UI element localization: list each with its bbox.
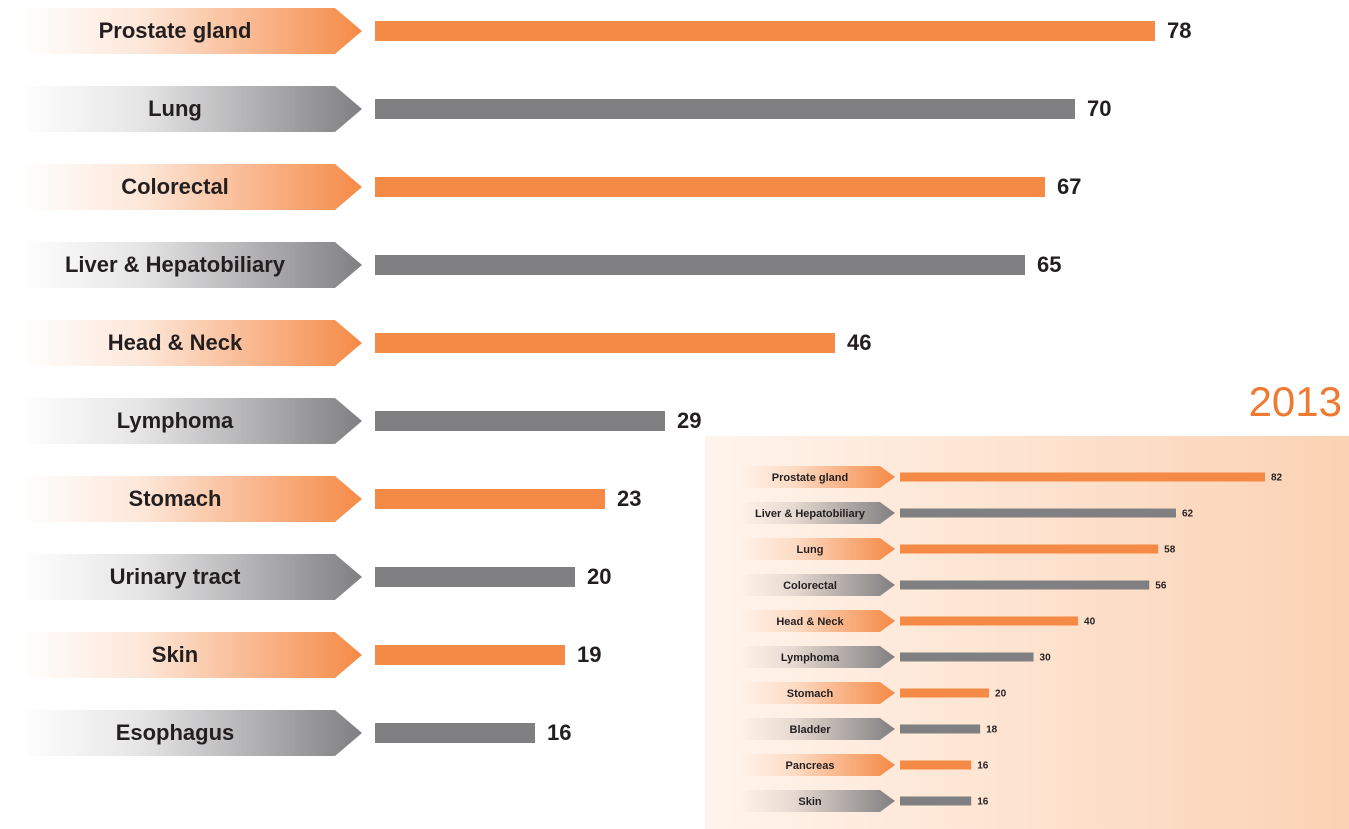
bar [375,567,575,587]
category-label: Pancreas [786,760,835,772]
category-label: Prostate gland [99,18,252,43]
category-label: Lymphoma [781,652,840,664]
value-label: 19 [577,642,601,667]
value-label: 40 [1084,617,1096,628]
label-tab [20,86,362,132]
value-label: 70 [1087,96,1111,121]
value-label: 23 [617,486,641,511]
bar [375,411,665,431]
category-label: Colorectal [121,174,229,199]
category-label: Esophagus [116,720,235,745]
category-label: Stomach [787,688,834,700]
label-tab [740,682,895,704]
bar [900,652,1034,662]
category-label: Head & Neck [776,616,844,628]
label-tab [20,398,362,444]
label-tab [20,476,362,522]
bar [900,688,990,698]
value-label: 62 [1182,509,1194,520]
label-tab [740,466,895,488]
label-tab [20,710,362,756]
label-tab [20,164,362,210]
bar [900,796,972,806]
bar [900,544,1159,554]
value-label: 82 [1271,473,1283,484]
value-label: 16 [977,797,989,808]
inset-title: 2013 [1249,378,1342,425]
category-label: Lymphoma [117,408,234,433]
label-tab [740,718,895,740]
bar [375,21,1155,41]
label-tab [20,8,362,54]
value-label: 30 [1040,653,1052,664]
bar [375,489,605,509]
bar [375,645,565,665]
category-label: Colorectal [783,580,837,592]
category-label: Skin [152,642,198,667]
value-label: 20 [995,689,1007,700]
label-tab [740,502,895,524]
bar [900,724,981,734]
category-label: Head & Neck [108,330,243,355]
bar [900,580,1150,590]
value-label: 65 [1037,252,1061,277]
bar [375,333,835,353]
label-tab [20,554,362,600]
value-label: 20 [587,564,611,589]
label-tab [740,754,895,776]
bar [900,616,1079,626]
label-tab [740,538,895,560]
bar [375,177,1045,197]
value-label: 56 [1155,581,1167,592]
bar [375,99,1075,119]
value-label: 67 [1057,174,1081,199]
bar [375,723,535,743]
label-tab [20,320,362,366]
value-label: 16 [547,720,571,745]
value-label: 46 [847,330,871,355]
label-tab [740,790,895,812]
label-tab [740,574,895,596]
bar [900,508,1176,518]
value-label: 58 [1164,545,1176,556]
bar [375,255,1025,275]
label-tab [740,646,895,668]
bar [900,760,972,770]
label-tab [20,632,362,678]
category-label: Bladder [790,724,832,736]
category-label: Prostate gland [772,472,848,484]
category-label: Liver & Hepatobiliary [65,252,286,277]
category-label: Urinary tract [110,564,242,589]
value-label: 18 [986,725,998,736]
category-label: Lung [797,544,824,556]
category-label: Liver & Hepatobiliary [755,508,866,520]
value-label: 78 [1167,18,1191,43]
category-label: Stomach [129,486,222,511]
bar [900,472,1265,482]
label-tab [740,610,895,632]
category-label: Lung [148,96,202,121]
value-label: 29 [677,408,701,433]
category-label: Skin [798,796,822,808]
label-tab [20,242,362,288]
value-label: 16 [977,761,989,772]
